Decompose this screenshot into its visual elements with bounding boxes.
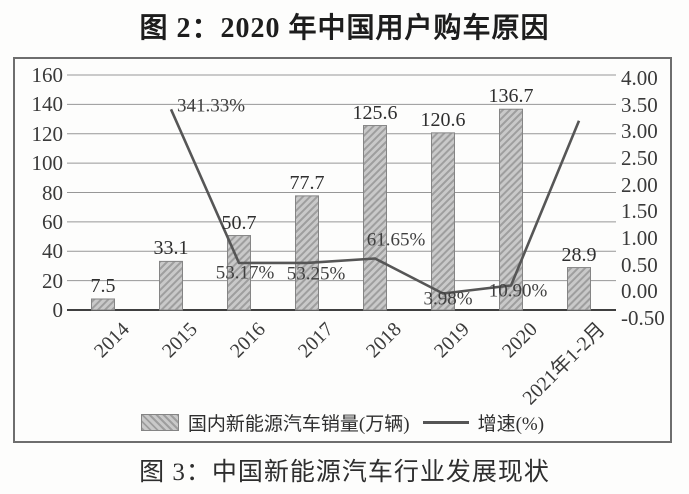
legend-item-sales: 国内新能源汽车销量(万辆) — [140, 409, 410, 436]
growth-value-label: 61.65% — [366, 229, 426, 251]
bar-value-label: 125.6 — [352, 101, 398, 124]
chart-box: 0 20 40 60 80 100 120 140 160 -0.50 0.00 0.50 1.00 1.… — [13, 57, 672, 443]
legend: 国内新能源汽车销量(万辆) 增速(%) — [15, 409, 670, 436]
sales-bar — [295, 195, 319, 311]
legend-line-swatch-icon — [422, 421, 469, 424]
y-axis-left-tick: 100 — [31, 151, 64, 176]
growth-value-label: 10.90% — [488, 280, 548, 302]
y-axis-left-tick: 0 — [52, 298, 64, 322]
sales-bar — [499, 108, 523, 311]
y-axis-left-tick: 60 — [42, 209, 63, 234]
y-axis-left-tick: 20 — [42, 268, 63, 293]
y-axis-right-tick: 3.00 — [621, 119, 658, 144]
legend-label-growth: 增速(%) — [477, 414, 545, 435]
figure-caption: 图 3：中国新能源汽车行业发展现状 — [139, 459, 550, 486]
sales-bar — [363, 125, 387, 311]
figure-title: 图 2：2020 年中国用户购车原因 — [139, 13, 550, 44]
bar-value-label: 7.5 — [90, 274, 116, 297]
bar-value-label: 77.7 — [289, 171, 325, 194]
y-axis-right-tick: 2.50 — [621, 146, 658, 170]
sales-bar — [159, 260, 183, 311]
y-axis-right-tick: 2.00 — [621, 172, 658, 197]
chart-svg — [67, 74, 616, 311]
growth-value-label: 53.17% — [215, 262, 275, 284]
y-axis-left-tick: 140 — [31, 92, 64, 117]
bar-value-label: 50.7 — [221, 211, 257, 234]
sales-bar — [567, 267, 591, 311]
growth-value-label: 3.98% — [423, 288, 473, 310]
y-axis-right-tick: 3.50 — [621, 92, 658, 117]
y-axis-left-tick: 120 — [31, 121, 64, 146]
sales-bar — [227, 235, 251, 311]
y-axis-right-tick: -0.50 — [621, 306, 665, 330]
bar-value-label: 28.9 — [561, 243, 597, 266]
legend-item-growth: 增速(%) — [422, 409, 545, 436]
chart-canvas: 0 20 40 60 80 100 120 140 160 -0.50 0.00 0.50 1.00 1.… — [15, 59, 674, 445]
y-axis-left-tick: 160 — [31, 63, 64, 87]
y-axis-left-tick: 40 — [42, 239, 63, 264]
y-axis-right-tick: 0.00 — [621, 279, 658, 304]
y-axis-right-tick: 1.50 — [621, 199, 658, 224]
sales-bar — [91, 298, 115, 311]
growth-value-label: 341.33% — [176, 95, 246, 117]
growth-line — [169, 108, 581, 295]
legend-label-sales: 国内新能源汽车销量(万辆) — [187, 414, 410, 435]
bar-value-label: 120.6 — [420, 108, 466, 131]
legend-bar-swatch-icon — [140, 414, 179, 431]
y-axis-right-tick: 0.50 — [621, 252, 658, 277]
growth-value-label: 53.25% — [286, 263, 346, 285]
bar-value-label: 136.7 — [488, 85, 534, 108]
bar-value-label: 33.1 — [153, 237, 189, 260]
y-axis-right-tick: 4.00 — [621, 66, 658, 90]
sales-bar — [431, 132, 455, 311]
y-axis-left-tick: 80 — [42, 180, 63, 205]
y-axis-right-tick: 1.00 — [621, 226, 658, 250]
